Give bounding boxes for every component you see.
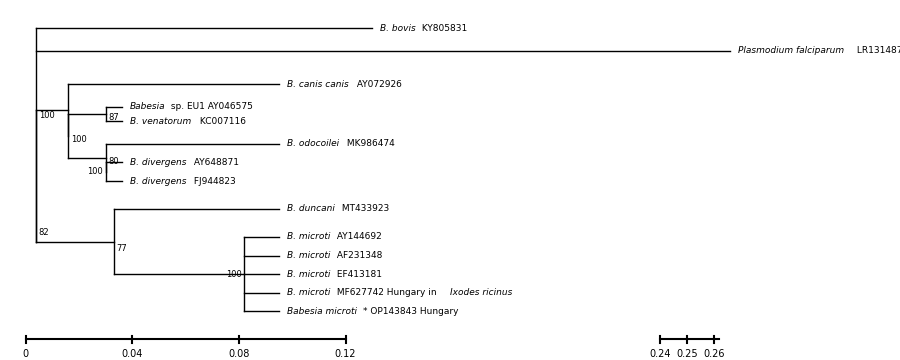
Text: LR131487: LR131487 (854, 46, 900, 55)
Text: 0: 0 (22, 348, 29, 359)
Text: 0.24: 0.24 (650, 348, 671, 359)
Text: FJ944823: FJ944823 (192, 176, 236, 185)
Text: AY648871: AY648871 (192, 158, 239, 167)
Text: B. odocoilei: B. odocoilei (287, 139, 339, 148)
Text: 0.25: 0.25 (676, 348, 698, 359)
Text: Babesia: Babesia (130, 102, 166, 111)
Text: MT433923: MT433923 (339, 204, 390, 213)
Text: 80: 80 (108, 157, 119, 166)
Text: KC007116: KC007116 (196, 117, 246, 126)
Text: B. duncani: B. duncani (287, 204, 335, 213)
Text: B. canis canis: B. canis canis (287, 80, 348, 89)
Text: 100: 100 (71, 135, 86, 144)
Text: sp. EU1 AY046575: sp. EU1 AY046575 (168, 102, 254, 111)
Text: B. microti: B. microti (287, 288, 330, 297)
Text: B. divergens: B. divergens (130, 176, 186, 185)
Text: 0.26: 0.26 (703, 348, 724, 359)
Text: 87: 87 (108, 113, 119, 122)
Text: AF231348: AF231348 (334, 251, 382, 260)
Text: KY805831: KY805831 (419, 24, 468, 33)
Text: B. divergens: B. divergens (130, 158, 186, 167)
Text: 0.04: 0.04 (122, 348, 143, 359)
Text: 100: 100 (226, 270, 241, 279)
Text: 82: 82 (39, 228, 50, 237)
Text: * OP143843 Hungary: * OP143843 Hungary (364, 307, 459, 316)
Text: Babesia microti: Babesia microti (287, 307, 357, 316)
Text: 0.08: 0.08 (229, 348, 249, 359)
Text: Plasmodium falciparum: Plasmodium falciparum (738, 46, 844, 55)
Text: B. venatorum: B. venatorum (130, 117, 191, 126)
Text: 100: 100 (87, 167, 103, 176)
Text: B. microti: B. microti (287, 270, 330, 279)
Text: B. microti: B. microti (287, 233, 330, 242)
Text: EF413181: EF413181 (334, 270, 382, 279)
Text: MK986474: MK986474 (344, 139, 395, 148)
Text: 77: 77 (116, 244, 127, 253)
Text: MF627742 Hungary in: MF627742 Hungary in (334, 288, 440, 297)
Text: Ixodes ricinus: Ixodes ricinus (450, 288, 512, 297)
Text: AY072926: AY072926 (355, 80, 402, 89)
Text: AY144692: AY144692 (334, 233, 382, 242)
Text: B. microti: B. microti (287, 251, 330, 260)
Text: 100: 100 (39, 111, 55, 120)
Text: 0.12: 0.12 (335, 348, 356, 359)
Text: B. bovis: B. bovis (381, 24, 416, 33)
